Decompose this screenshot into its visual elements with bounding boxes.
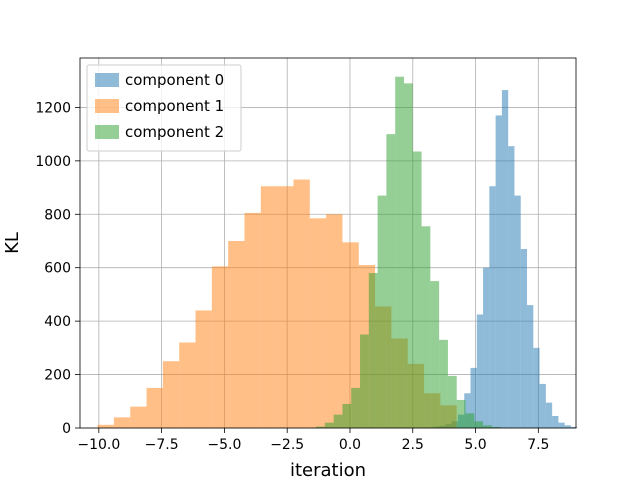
histogram-bar: [570, 426, 578, 428]
histogram-bar: [483, 267, 490, 428]
histogram-bar: [260, 186, 278, 428]
histogram-bars: [97, 76, 578, 428]
series-0-bars: [432, 90, 578, 428]
histogram-bar: [146, 387, 163, 428]
histogram-bar: [495, 115, 502, 428]
series-2-bars: [316, 76, 501, 428]
x-tick-label: 5.0: [464, 437, 486, 453]
y-tick-label: 1200: [35, 100, 71, 116]
histogram-bar: [342, 403, 352, 428]
legend-label: component 0: [125, 71, 224, 89]
histogram-bar: [179, 342, 196, 428]
histogram-bar: [501, 90, 509, 428]
histogram-bar: [130, 406, 147, 428]
histogram-bar: [465, 413, 475, 428]
histogram-bar: [456, 399, 466, 428]
y-axis-label: KL: [2, 232, 23, 254]
legend-box: [86, 64, 242, 152]
x-tick-label: −10.0: [77, 437, 120, 453]
histogram-bar: [412, 151, 422, 428]
histogram-bar: [539, 383, 546, 428]
x-tick-label: 2.5: [402, 437, 424, 453]
y-tick-label: 800: [44, 207, 71, 223]
histogram-bar: [97, 424, 114, 428]
histogram-bar: [309, 218, 327, 428]
histogram-bar: [514, 195, 521, 428]
y-tick-label: 1000: [35, 154, 71, 170]
x-tick-label: −5.0: [207, 437, 241, 453]
y-tick-label: 200: [44, 368, 71, 384]
y-tick-label: 0: [62, 421, 71, 437]
histogram-bar: [474, 421, 484, 428]
x-axis-ticks: −10.0 −7.5 −5.0 −2.5 0.0 2.5 5.0 7.5: [77, 428, 549, 453]
histogram-bar: [508, 146, 515, 428]
legend-label: component 2: [125, 123, 224, 141]
histogram-bar: [211, 266, 229, 428]
histogram-bar: [476, 314, 484, 428]
histogram-bar: [403, 83, 413, 428]
histogram-bar: [489, 186, 496, 428]
legend-items: component 0 component 1 component 2: [95, 71, 224, 141]
histogram-bar: [162, 361, 180, 428]
legend-swatch: [95, 73, 119, 87]
histogram-bar: [351, 387, 361, 428]
legend-swatch: [95, 99, 119, 113]
histogram-bar: [558, 422, 565, 428]
histogram-bar: [395, 76, 404, 428]
x-tick-label: 0.0: [339, 437, 361, 453]
histogram-bar: [552, 415, 559, 428]
histogram-bar: [520, 249, 528, 428]
x-tick-label: −7.5: [145, 437, 179, 453]
histogram-bar: [360, 334, 369, 428]
histogram-bar: [368, 273, 378, 428]
histogram-bar: [326, 214, 343, 428]
histogram-bar: [439, 339, 448, 428]
x-axis-label: iteration: [290, 460, 366, 480]
histogram-bar: [333, 414, 343, 428]
histogram-bar: [421, 226, 431, 428]
histogram-bar: [483, 425, 492, 428]
histogram-bar: [277, 186, 294, 428]
histogram-bar: [342, 242, 359, 428]
histogram-bar: [195, 310, 212, 428]
histogram-bar: [228, 240, 245, 428]
legend-swatch: [95, 125, 119, 139]
histogram-bar: [377, 195, 387, 428]
y-tick-label: 600: [44, 261, 71, 277]
histogram-bar: [244, 212, 261, 428]
histogram-bar: [293, 179, 310, 428]
histogram-bar: [447, 375, 457, 428]
histogram-bar: [464, 393, 471, 428]
x-tick-label: −2.5: [270, 437, 304, 453]
legend-label: component 1: [125, 97, 224, 115]
histogram-bar: [316, 426, 325, 428]
histogram-bar: [113, 417, 131, 428]
histogram-bar: [324, 422, 334, 428]
plot-frame: [79, 57, 577, 429]
histogram-bar: [470, 367, 477, 428]
histogram-bar: [533, 347, 540, 428]
y-axis-ticks: 0 200 400 600 800 1000 1200: [35, 100, 80, 437]
histogram-bar: [430, 281, 440, 428]
histogram-bar: [527, 305, 534, 428]
histogram-bar: [564, 425, 571, 428]
x-tick-label: 7.5: [527, 437, 549, 453]
histogram-bar: [545, 402, 553, 428]
histogram-bar: [491, 426, 501, 428]
legend: component 0 component 1 component 2: [86, 64, 242, 152]
histogram-bar: [386, 134, 396, 428]
y-tick-label: 400: [44, 314, 71, 330]
